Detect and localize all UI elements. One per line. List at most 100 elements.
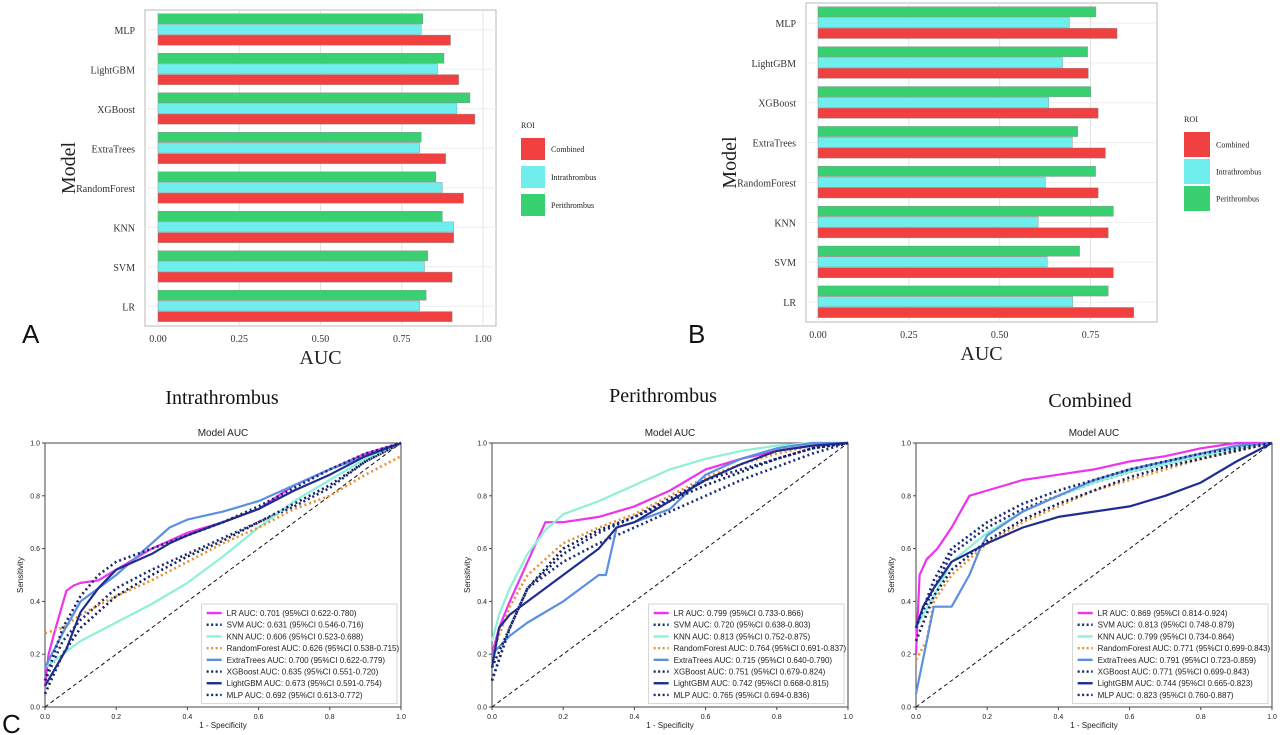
legend-label: Perithrombus — [1216, 195, 1259, 204]
y-tick-label: LR — [783, 298, 796, 309]
bar — [157, 300, 420, 312]
bar — [817, 227, 1109, 239]
panel-label-a: A — [22, 319, 40, 349]
bar — [157, 74, 459, 85]
bar — [817, 126, 1078, 137]
legend-label: SVM AUC: 0.813 (95%CI 0.748-0.879) — [1098, 621, 1235, 630]
x-tick-label: 0.75 — [393, 334, 411, 345]
roc-curve — [914, 441, 1273, 629]
bar — [817, 166, 1096, 177]
x-tick-label: 0.6 — [254, 714, 264, 721]
y-tick-label: 0.2 — [30, 652, 40, 659]
legend: ROI Combined Intrathrombus Perithrombus — [521, 121, 596, 216]
x-tick-label: 0.50 — [991, 330, 1009, 341]
chart-heading: Combined — [1048, 390, 1131, 412]
legend-label: XGBoost AUC: 0.751 (95%CI 0.679-0.824) — [674, 668, 826, 677]
chart-title: Model AUC — [198, 428, 249, 439]
roc-curve — [43, 441, 402, 695]
x-tick-label: 0.4 — [630, 714, 640, 721]
bar — [817, 205, 1114, 217]
y-tick-label: 0.8 — [30, 493, 40, 500]
x-tick-label: 0.8 — [772, 714, 782, 721]
y-tick-label: KNN — [774, 218, 796, 229]
x-tick-label: 0.0 — [487, 714, 497, 721]
bar — [817, 187, 1099, 199]
chart-heading: Perithrombus — [609, 385, 717, 407]
roc-curve — [44, 441, 402, 687]
y-tick-label: 0.4 — [30, 599, 40, 606]
legend-label: ExtraTrees AUC: 0.715 (95%CI 0.640-0.790… — [674, 656, 833, 665]
legend-label: KNN AUC: 0.799 (95%CI 0.734-0.864) — [1098, 632, 1235, 641]
y-tick-label: 0.4 — [477, 599, 487, 606]
bar — [157, 271, 453, 283]
roc-curve — [490, 441, 849, 655]
x-tick-label: 0.8 — [1196, 714, 1206, 721]
y-tick-label: 0.0 — [901, 705, 911, 712]
bar — [817, 6, 1097, 18]
bar — [157, 261, 425, 272]
bar — [157, 113, 476, 125]
legend-label: ExtraTrees AUC: 0.700 (95%CI 0.622-0.779… — [227, 656, 386, 665]
y-axis-label: Sensitivity — [16, 557, 25, 593]
y-tick-label: 1.0 — [477, 441, 487, 448]
x-tick-label: 0.0 — [911, 714, 921, 721]
roc-curve — [914, 441, 1273, 629]
bar — [817, 107, 1099, 119]
legend-label: SVM AUC: 0.631 (95%CI 0.546-0.716) — [227, 621, 364, 630]
legend-label: Intrathrombus — [1216, 168, 1261, 177]
legend-box — [201, 603, 398, 705]
roc-curve — [44, 441, 402, 669]
x-axis-label: AUC — [960, 343, 1002, 365]
y-tick-label: SVM — [113, 263, 135, 274]
x-tick-label: 0.25 — [900, 330, 918, 341]
x-tick-label: 1.0 — [1267, 714, 1277, 721]
legend-swatch — [521, 166, 545, 188]
x-tick-label: 0.75 — [1082, 330, 1100, 341]
y-axis-label: Sensitivity — [463, 557, 472, 593]
legend-label: LightGBM AUC: 0.742 (95%CI 0.668-0.815) — [674, 679, 830, 688]
x-tick-label: 0.4 — [1054, 714, 1064, 721]
legend-label: XGBoost AUC: 0.635 (95%CI 0.551-0.720) — [227, 668, 379, 677]
x-axis-label: 1 - Specificity — [1070, 721, 1118, 730]
roc-chart-C2: Perithrombus Model AUC 0.00.0 0.2 0.2 0.4 0.4 0… — [463, 385, 853, 730]
bar — [817, 256, 1048, 268]
y-tick-label: 0.2 — [477, 652, 487, 659]
bar — [817, 86, 1092, 97]
roc-chart-C3: Combined Model AUC 0.00.0 0.2 0.2 0.4 0.4 0.6 0.… — [887, 390, 1277, 730]
roc-curve — [914, 442, 1273, 629]
bar — [157, 192, 464, 204]
chance-line — [44, 442, 402, 708]
x-tick-label: 0.50 — [312, 334, 330, 345]
legend-label: LR AUC: 0.869 (95%CI 0.814-0.924) — [1098, 609, 1228, 618]
bar-chart-A: 0.00 0.25 0.50 0.75 1.00 MLP LightGBM XGBoost Ex… — [58, 9, 596, 369]
bar — [157, 103, 458, 114]
chart-title: Model AUC — [645, 428, 696, 439]
legend-label: Perithrombus — [551, 201, 594, 210]
legend-label: Intrathrombus — [551, 173, 596, 182]
bar — [157, 182, 443, 193]
x-axis-label: 1 - Specificity — [199, 721, 247, 730]
bar — [817, 296, 1073, 308]
y-tick-label: SVM — [774, 258, 796, 269]
y-tick-label: 0.2 — [901, 652, 911, 659]
legend-label: XGBoost AUC: 0.771 (95%CI 0.699-0.843) — [1098, 668, 1250, 677]
bar — [817, 57, 1063, 68]
y-tick-label: RandomForest — [76, 184, 135, 195]
legend-swatch — [521, 194, 545, 216]
roc-curve — [490, 441, 849, 682]
legend-label: Combined — [551, 145, 584, 154]
roc-curve — [914, 441, 1273, 642]
y-tick-label: ExtraTrees — [91, 144, 135, 155]
x-tick-label: 0.2 — [111, 714, 121, 721]
legend-label: SVM AUC: 0.720 (95%CI 0.638-0.803) — [674, 621, 811, 630]
bar — [817, 216, 1039, 228]
x-tick-label: 0.6 — [1125, 714, 1135, 721]
legend-swatch — [1184, 159, 1210, 184]
legend: LR AUC: 0.799 (95%CI 0.733-0.866) SVM AUC… — [648, 603, 847, 705]
chance-line — [915, 442, 1273, 708]
y-tick-label: 0.6 — [901, 546, 911, 553]
y-tick-label: ExtraTrees — [752, 139, 796, 150]
bar — [157, 171, 437, 183]
chart-heading: Intrathrombus — [165, 387, 279, 409]
bar — [157, 211, 443, 222]
